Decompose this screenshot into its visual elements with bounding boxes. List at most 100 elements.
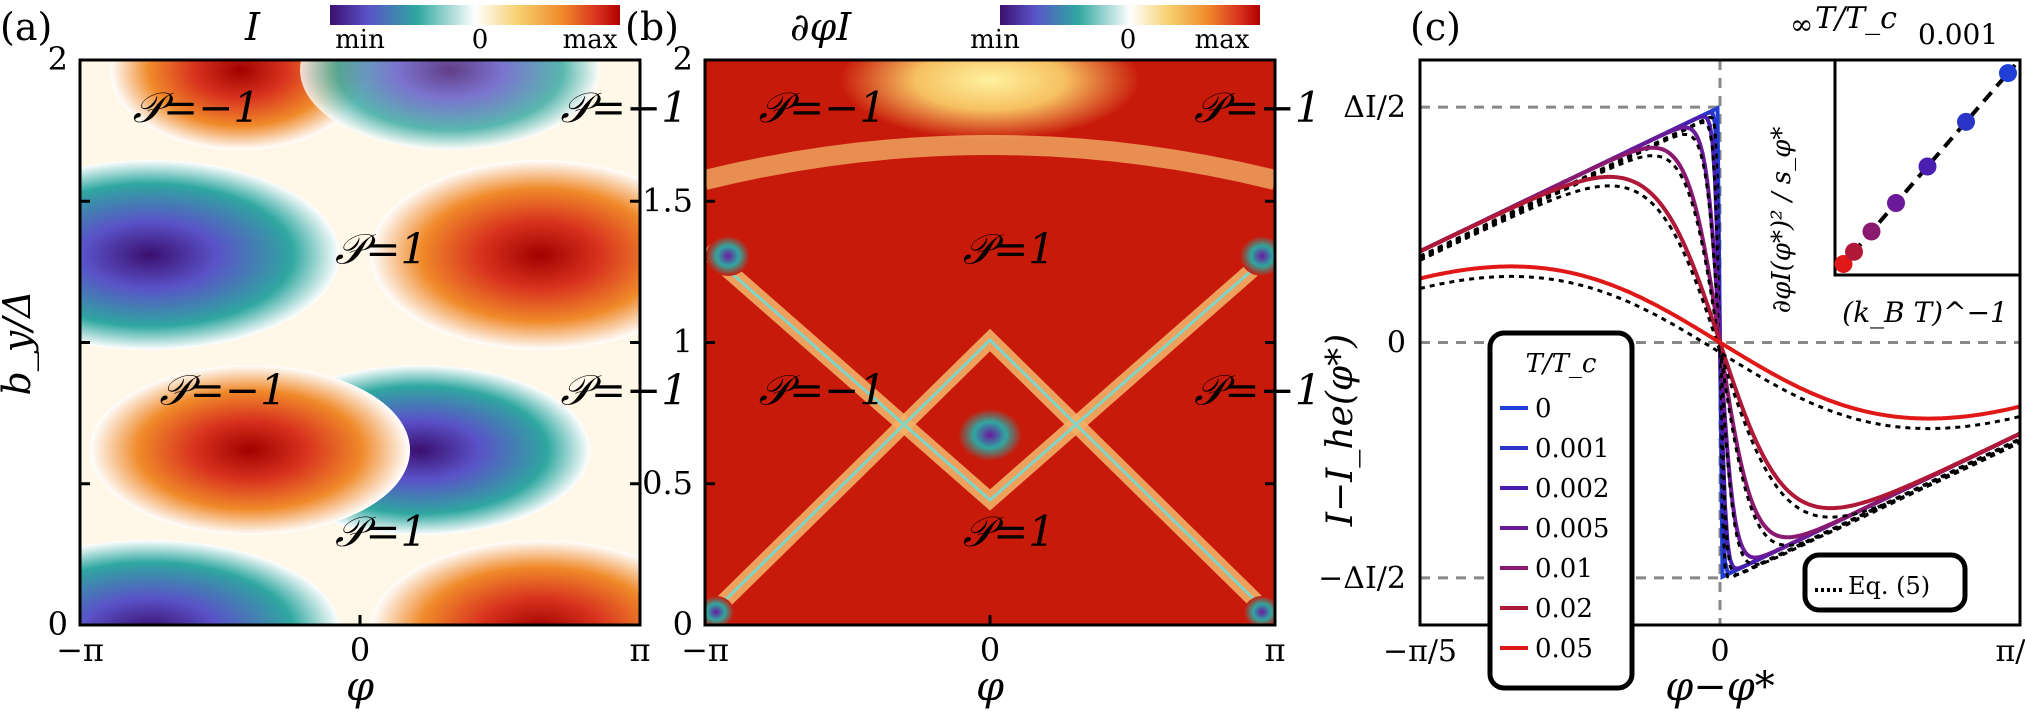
panel-a-ylabel: b_y/Δ bbox=[0, 290, 40, 395]
y-tick-label: −ΔI/2 bbox=[1318, 561, 1406, 596]
x-tick-label: −π bbox=[56, 631, 104, 669]
panel-a-xlabel: φ bbox=[346, 664, 374, 710]
colorbar-max-label: max bbox=[1195, 25, 1250, 55]
heatmap-region-red bbox=[370, 160, 640, 350]
panel-a-region-labels: 𝒫=−1 𝒫=−1 𝒫=1 𝒫=−1 𝒫=−1 𝒫=1 bbox=[133, 83, 688, 556]
region-label: 𝒫=−1 bbox=[159, 366, 286, 415]
legend-box bbox=[1487, 330, 1635, 691]
inset-top-right: 0.001 bbox=[1918, 18, 1998, 51]
series-line-0.05 bbox=[1420, 264, 2020, 421]
y-tick-label: ΔI/2 bbox=[1343, 90, 1406, 125]
inset-xlabel: (k_B T)^−1 bbox=[1842, 296, 2008, 329]
x-tick-label: −π bbox=[681, 631, 729, 669]
region-label: 𝒫=1 bbox=[963, 224, 1055, 273]
panel-b-heatmap bbox=[705, 60, 1275, 625]
heatmap-region-yellow bbox=[840, 60, 1140, 140]
inset-point bbox=[1887, 194, 1905, 213]
colorbar-min-label: min bbox=[970, 25, 1020, 55]
legend-label: 0.01 bbox=[1535, 554, 1593, 584]
region-label: 𝒫=−1 bbox=[561, 83, 688, 132]
legend-label: 0 bbox=[1535, 394, 1552, 424]
inset-point bbox=[1834, 254, 1853, 273]
x-tick-label: π bbox=[1264, 631, 1285, 669]
panel-c-frame bbox=[1418, 58, 2022, 627]
panel-a-colorbar bbox=[330, 5, 620, 25]
y-tick-label: 1 bbox=[673, 323, 693, 361]
panel-c-tag: (c) bbox=[1410, 5, 1461, 49]
heatmap-region-blue bbox=[80, 540, 340, 625]
y-tick-label: 0.5 bbox=[642, 464, 693, 502]
heatmap-ridge-core bbox=[705, 248, 1275, 502]
y-tick-label: 2 bbox=[673, 40, 693, 78]
region-label: 𝒫=1 bbox=[963, 507, 1055, 556]
inset-top-label: T/T_c bbox=[1815, 1, 1897, 36]
heatmap-region-edge bbox=[1240, 236, 1275, 276]
region-label: 𝒫=−1 bbox=[133, 83, 260, 132]
inset-top-left: ∞ bbox=[1790, 8, 1813, 41]
panel-a: 𝒫=−1 𝒫=−1𝒫=1𝒫=−1 𝒫=−1𝒫=1 −π 0 π02 (a) I min … bbox=[0, 5, 688, 710]
x-tick-label: 0 bbox=[350, 631, 370, 669]
x-tick-label: −π/5 bbox=[1383, 634, 1457, 669]
legend-label: 0.02 bbox=[1535, 594, 1593, 624]
panel-c-curves bbox=[1420, 105, 2020, 580]
heatmap-region-edge bbox=[706, 236, 750, 276]
region-label: 𝒫=1 bbox=[335, 224, 427, 273]
y-tick-label: 0 bbox=[673, 605, 693, 643]
panel-c: −π/5 0 π/5 −ΔI/2 0 ΔI/2 (c) φ−φ* I−I_he(φ*) T… bbox=[1318, 1, 2025, 710]
heatmap-ridge bbox=[705, 135, 1275, 190]
region-label: 𝒫=−1 bbox=[561, 366, 688, 415]
x-tick-label: π/5 bbox=[1996, 634, 2025, 669]
panel-a-heatmap bbox=[80, 60, 640, 625]
inset-points bbox=[1834, 64, 2017, 273]
heatmap-region-center bbox=[958, 409, 1022, 461]
heatmap-region-red bbox=[90, 365, 410, 535]
fit-line-0.05 bbox=[1420, 274, 2020, 431]
colorbar-zero-label: 0 bbox=[1120, 25, 1137, 55]
inset-point bbox=[1999, 64, 2017, 83]
legend-label: 0.001 bbox=[1535, 434, 1609, 464]
legend-label: 0.005 bbox=[1535, 514, 1609, 544]
inset-ylabel: ∂φI(φ*)² / s_φ* bbox=[1767, 127, 1797, 314]
region-label: 𝒫=−1 bbox=[1194, 83, 1321, 132]
fit-legend-label: Eq. (5) bbox=[1848, 572, 1930, 600]
legend-title: T/T_c bbox=[1525, 349, 1596, 379]
panel-a-ticks: −π 0 π02 bbox=[48, 40, 651, 669]
heatmap-region-edge bbox=[1244, 596, 1275, 625]
legend-label: 0.05 bbox=[1535, 634, 1593, 664]
panel-c-legend: T/T_c 0 0.001 0.002 0.005 0.01 0.02 0.05 bbox=[1487, 330, 1635, 691]
x-tick-label: 0 bbox=[980, 631, 1000, 669]
panel-b-ticks: −π 0 π00.511.52 bbox=[642, 40, 1285, 669]
y-tick-label: 0 bbox=[1387, 326, 1406, 361]
colorbar-min-label: min bbox=[335, 25, 385, 55]
heatmap-region-blue bbox=[80, 160, 340, 350]
panel-c-ylabel: I−I_he(φ*) bbox=[1320, 334, 1361, 527]
fit-legend: Eq. (5) bbox=[1802, 552, 1968, 613]
colorbar-zero-label: 0 bbox=[472, 25, 489, 55]
region-label: 𝒫=−1 bbox=[1194, 366, 1321, 415]
heatmap-region-teal bbox=[300, 60, 600, 150]
heatmap-region-edge bbox=[705, 596, 734, 625]
inset-point bbox=[1957, 112, 1975, 131]
region-label: 𝒫=1 bbox=[335, 507, 427, 556]
inset-point bbox=[1845, 242, 1863, 261]
heatmap-ridge-core bbox=[705, 337, 1275, 622]
panel-c-xlabel: φ−φ* bbox=[1665, 664, 1775, 710]
panel-b-tag: (b) bbox=[625, 5, 679, 49]
panel-a-title: I bbox=[244, 5, 261, 49]
panel-b-region-labels: 𝒫=−1 𝒫=−1 𝒫=1 𝒫=−1 𝒫=−1 𝒫=1 bbox=[759, 83, 1322, 556]
panel-b-title: ∂φI bbox=[790, 5, 852, 49]
legend-label: 0.002 bbox=[1535, 474, 1609, 504]
panel-b-colorbar bbox=[1000, 5, 1260, 25]
fit-legend-box bbox=[1802, 552, 1968, 613]
heatmap-region-red bbox=[370, 540, 640, 625]
inset-point bbox=[1862, 222, 1881, 241]
fit-line-0.02 bbox=[1420, 184, 2020, 519]
panel-a-tag: (a) bbox=[0, 5, 52, 49]
inset-point bbox=[1918, 157, 1937, 176]
y-tick-label: 2 bbox=[48, 40, 68, 78]
y-tick-label: 0 bbox=[48, 605, 68, 643]
region-label: 𝒫=−1 bbox=[759, 83, 886, 132]
x-tick-label: π bbox=[629, 631, 650, 669]
region-label: 𝒫=−1 bbox=[759, 366, 886, 415]
